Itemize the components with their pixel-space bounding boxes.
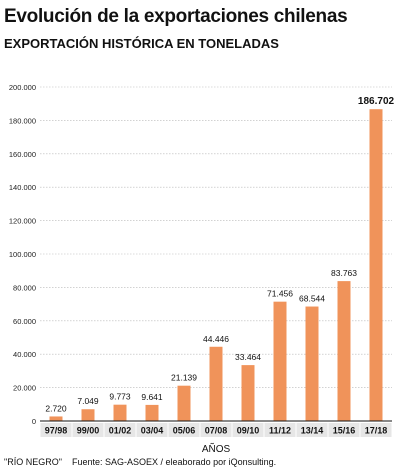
y-tick-label: 160.000 [9, 150, 36, 159]
y-tick-label: 200.000 [9, 83, 36, 92]
bar [305, 306, 319, 421]
bar [113, 404, 127, 421]
bar [369, 109, 383, 422]
value-label: 186.702 [358, 96, 395, 107]
x-axis-title: AÑOS [202, 442, 231, 455]
y-axis-ticks: 0 20.000 40.000 60.000 80.000 100.000 120.000 1… [9, 83, 36, 426]
value-label: 21.139 [171, 373, 197, 383]
x-tick-label: 07/08 [205, 426, 228, 436]
bars [49, 109, 383, 422]
x-tick-label: 15/16 [333, 426, 356, 436]
bar [145, 404, 159, 421]
bar [177, 385, 191, 421]
x-label-box [40, 423, 72, 437]
chart-title: Evolución de la exportaciones chilenas [4, 6, 348, 27]
x-label-box [296, 423, 328, 437]
x-label-box [264, 423, 296, 437]
x-label-box [232, 423, 264, 437]
y-tick-label: 180.000 [9, 116, 36, 125]
x-tick-label: 03/04 [141, 426, 164, 436]
x-axis-labels: 97/98 99/00 01/02 03/04 05/06 07/08 09/10 11/12… [40, 423, 392, 437]
y-tick-label: 60.000 [13, 317, 36, 326]
y-tick-label: 100.000 [9, 250, 36, 259]
bar [209, 346, 223, 421]
bar [337, 281, 351, 421]
x-label-box [168, 423, 200, 437]
bar [273, 301, 287, 421]
y-tick-label: 0 [32, 417, 36, 426]
y-tick-label: 80.000 [13, 283, 36, 292]
x-label-box [104, 423, 136, 437]
chart-subtitle: EXPORTACIÓN HISTÓRICA EN TONELADAS [4, 36, 279, 51]
value-label: 68.544 [299, 294, 325, 304]
footer-source: Fuente: SAG-ASOEX / eleaborado por iQons… [72, 457, 277, 467]
value-label: 9.641 [141, 392, 163, 402]
x-tick-label: 17/18 [365, 426, 388, 436]
x-label-box [72, 423, 104, 437]
value-label: 71.456 [267, 289, 293, 299]
x-tick-label: 11/12 [269, 426, 291, 436]
value-label: 7.049 [77, 396, 99, 406]
x-label-box [360, 423, 392, 437]
x-label-box [136, 423, 168, 437]
bar [241, 365, 255, 421]
x-label-box [200, 423, 232, 437]
x-tick-label: 09/10 [237, 426, 260, 436]
value-label: 9.773 [109, 392, 131, 402]
value-label: 83.763 [331, 268, 357, 278]
y-tick-label: 120.000 [9, 217, 36, 226]
x-tick-label: 05/06 [173, 426, 196, 436]
value-labels: 2.720 7.049 9.773 9.641 21.139 44.446 33.464 71… [45, 96, 394, 413]
y-tick-label: 40.000 [13, 350, 36, 359]
value-label: 44.446 [203, 334, 229, 344]
bar [49, 416, 63, 421]
value-label: 33.464 [235, 352, 261, 362]
x-tick-label: 97/98 [45, 426, 68, 436]
x-label-box [328, 423, 360, 437]
y-tick-label: 140.000 [9, 183, 36, 192]
x-tick-label: 13/14 [301, 426, 324, 436]
footer-credit: "RÍO NEGRO" [4, 457, 62, 467]
footer: "RÍO NEGRO" Fuente: SAG-ASOEX / eleabora… [4, 457, 276, 467]
bar [81, 409, 95, 421]
x-tick-label: 01/02 [109, 426, 132, 436]
x-tick-label: 99/00 [77, 426, 100, 436]
value-label: 2.720 [45, 403, 67, 413]
y-tick-label: 20.000 [13, 384, 36, 393]
